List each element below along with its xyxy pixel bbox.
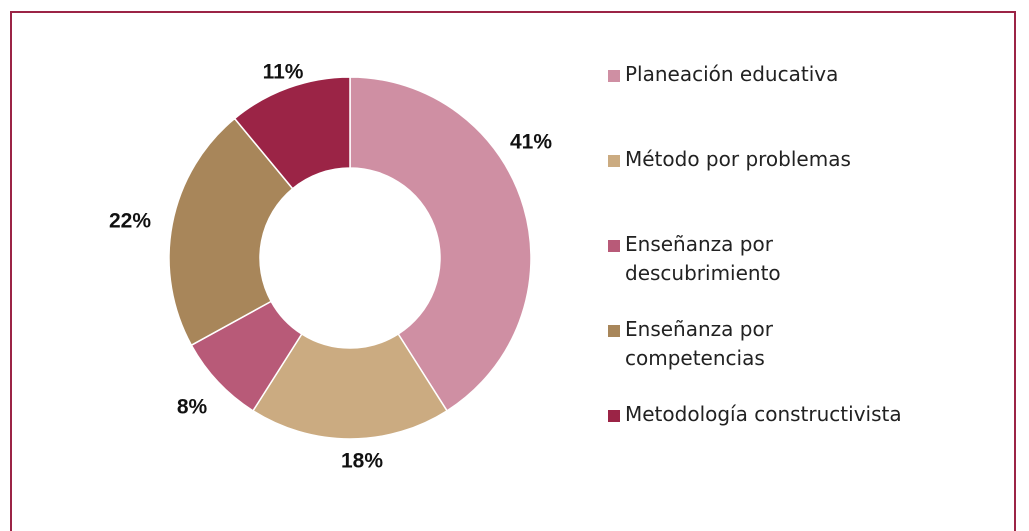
legend-item: Método por problemas [608,145,915,230]
slice [233,76,351,190]
legend-item: Enseñanza por competencias [608,315,915,400]
legend-swatch [608,155,620,167]
slice [251,332,449,440]
legend-label: Metodología constructivista [625,402,902,426]
chart: 41% 18% 8% 22% 11% [109,61,552,473]
legend-swatch [608,325,620,337]
legend-swatch [608,410,620,422]
legend-item: Enseñanza por descubrimiento [608,230,915,315]
data-label: 11% [263,61,304,84]
legend: Planeación educativa Método por problemas… [608,60,915,485]
data-label: 41% [510,131,552,154]
data-label: 18% [341,450,383,473]
legend-item: Metodología constructivista [608,400,915,485]
frame [10,11,1016,531]
page: 41% 18% 8% 22% 11% Planeación educativa Métod… [10,11,1016,531]
slice [168,117,294,347]
legend-label: Enseñanza por competencias [625,317,773,370]
legend-swatch [608,70,620,82]
legend-label: Enseñanza por descubrimiento [625,232,781,285]
data-label: 22% [109,210,151,233]
legend-label: Método por problemas [625,147,851,171]
data-label: 8% [177,396,208,419]
legend-label: Planeación educativa [625,62,839,86]
legend-item: Planeación educativa [608,60,915,145]
slice [349,76,532,412]
legend-swatch [608,240,620,252]
